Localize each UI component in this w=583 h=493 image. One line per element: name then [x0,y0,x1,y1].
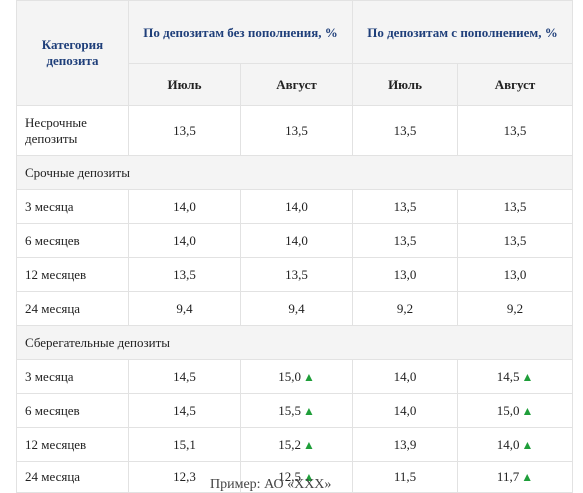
row-label: 12 месяцев [16,257,129,292]
rate-cell: 13,5 [128,105,241,156]
rate-cell-increased: 15,0 ▲ [457,393,574,428]
table-row-nonterm: Несрочные депозиты 13,5 13,5 13,5 13,5 [16,105,574,156]
table-row: 24 месяца 9,4 9,4 9,2 9,2 [16,291,574,326]
section-title-savings: Сберегательные депозиты [15,325,574,360]
rate-value: 15,0 [496,402,520,418]
arrow-up-icon: ▲ [521,437,534,452]
rate-cell-increased: 15,0 ▲ [239,359,354,394]
rate-cell: 11,5 [352,461,459,493]
rate-cell: 14,0 [128,223,241,258]
rate-value: 14,5 [496,368,520,384]
rate-cell: 9,2 [457,291,574,326]
row-label: 24 месяца [16,461,129,493]
rate-cell-increased: 14,5 ▲ [457,359,574,394]
table-caption: Пример: АО «ХХХ» [210,477,332,492]
table-row: 3 месяца 14,0 14,0 13,5 13,5 [16,189,574,224]
header-topup: По депозитам с пополнением, % [352,0,574,65]
rate-cell: 15,1 [128,427,241,462]
header-category: Категория депозита [16,0,129,106]
rate-cell: 14,0 [239,189,354,224]
deposit-rates-table: Категория депозита По депозитам без попо… [15,0,574,493]
rate-cell: 13,0 [352,257,459,292]
arrow-up-icon: ▲ [302,403,315,418]
rate-cell: 13,5 [352,105,459,156]
table-row: 6 месяцев 14,5 15,5 ▲ 14,0 15,0 ▲ [16,393,574,428]
arrow-up-icon: ▲ [521,403,534,418]
rate-cell: 9,4 [239,291,354,326]
row-label: 6 месяцев [16,393,129,428]
rate-cell: 13,5 [457,223,574,258]
header-august-no-topup: Август [239,63,354,106]
arrow-up-icon: ▲ [302,470,315,484]
rate-value: 15,0 [278,368,301,384]
row-label: 6 месяцев [16,223,129,258]
rate-cell: 14,0 [128,189,241,224]
rate-cell: 13,5 [239,105,354,156]
rate-value: 11,7 [496,469,520,484]
rate-cell: 13,0 [457,257,574,292]
table-row: 6 месяцев 14,0 14,0 13,5 13,5 [16,223,574,258]
rate-cell: 13,9 [352,427,459,462]
header-july-no-topup: Июль [128,63,241,106]
rate-cell: 9,4 [128,291,241,326]
rate-value: 15,5 [278,402,301,418]
rate-value: 15,2 [278,436,301,452]
table-row: 3 месяца 14,5 15,0 ▲ 14,0 14,5 ▲ [16,359,574,394]
rate-cell: 13,5 [352,189,459,224]
row-label: 24 месяца [16,291,129,326]
header-august-topup: Август [457,63,574,106]
rate-value: 12,5 [278,469,301,484]
rate-cell: 14,0 [352,393,459,428]
rate-cell: 13,5 [352,223,459,258]
table-row: 12 месяцев 13,5 13,5 13,0 13,0 [16,257,574,292]
rate-cell: 13,5 [457,105,574,156]
arrow-up-icon: ▲ [521,369,534,384]
header-july-topup: Июль [352,63,459,106]
rate-cell: 13,5 [239,257,354,292]
section-row-term: Срочные депозиты [15,155,574,190]
rate-cell-increased: 15,5 ▲ [239,393,354,428]
arrow-up-icon: ▲ [302,437,315,452]
rate-cell: 14,5 [128,393,241,428]
row-label: Несрочные депозиты [16,105,129,156]
arrow-up-icon: ▲ [521,470,534,484]
table-row: 12 месяцев 15,1 15,2 ▲ 13,9 14,0 ▲ [16,427,574,462]
rate-cell: 14,0 [352,359,459,394]
row-label: 3 месяца [16,359,129,394]
rate-cell: 14,0 [239,223,354,258]
header-no-topup: По депозитам без пополнения, % [127,0,354,65]
section-row-savings: Сберегательные депозиты [15,325,574,360]
rate-cell-increased: 15,2 ▲ [239,427,354,462]
row-label: 3 месяца [16,189,129,224]
rate-cell: 13,5 [457,189,574,224]
rate-cell: 14,5 [128,359,241,394]
arrow-up-icon: ▲ [302,369,315,384]
section-title-term: Срочные депозиты [15,155,574,190]
rate-cell: 9,2 [352,291,459,326]
rate-cell: 13,5 [128,257,241,292]
rate-value: 14,0 [496,436,520,452]
rate-cell-increased: 14,0 ▲ [457,427,574,462]
rate-cell-increased: 11,7 ▲ [457,461,574,493]
row-label: 12 месяцев [16,427,129,462]
